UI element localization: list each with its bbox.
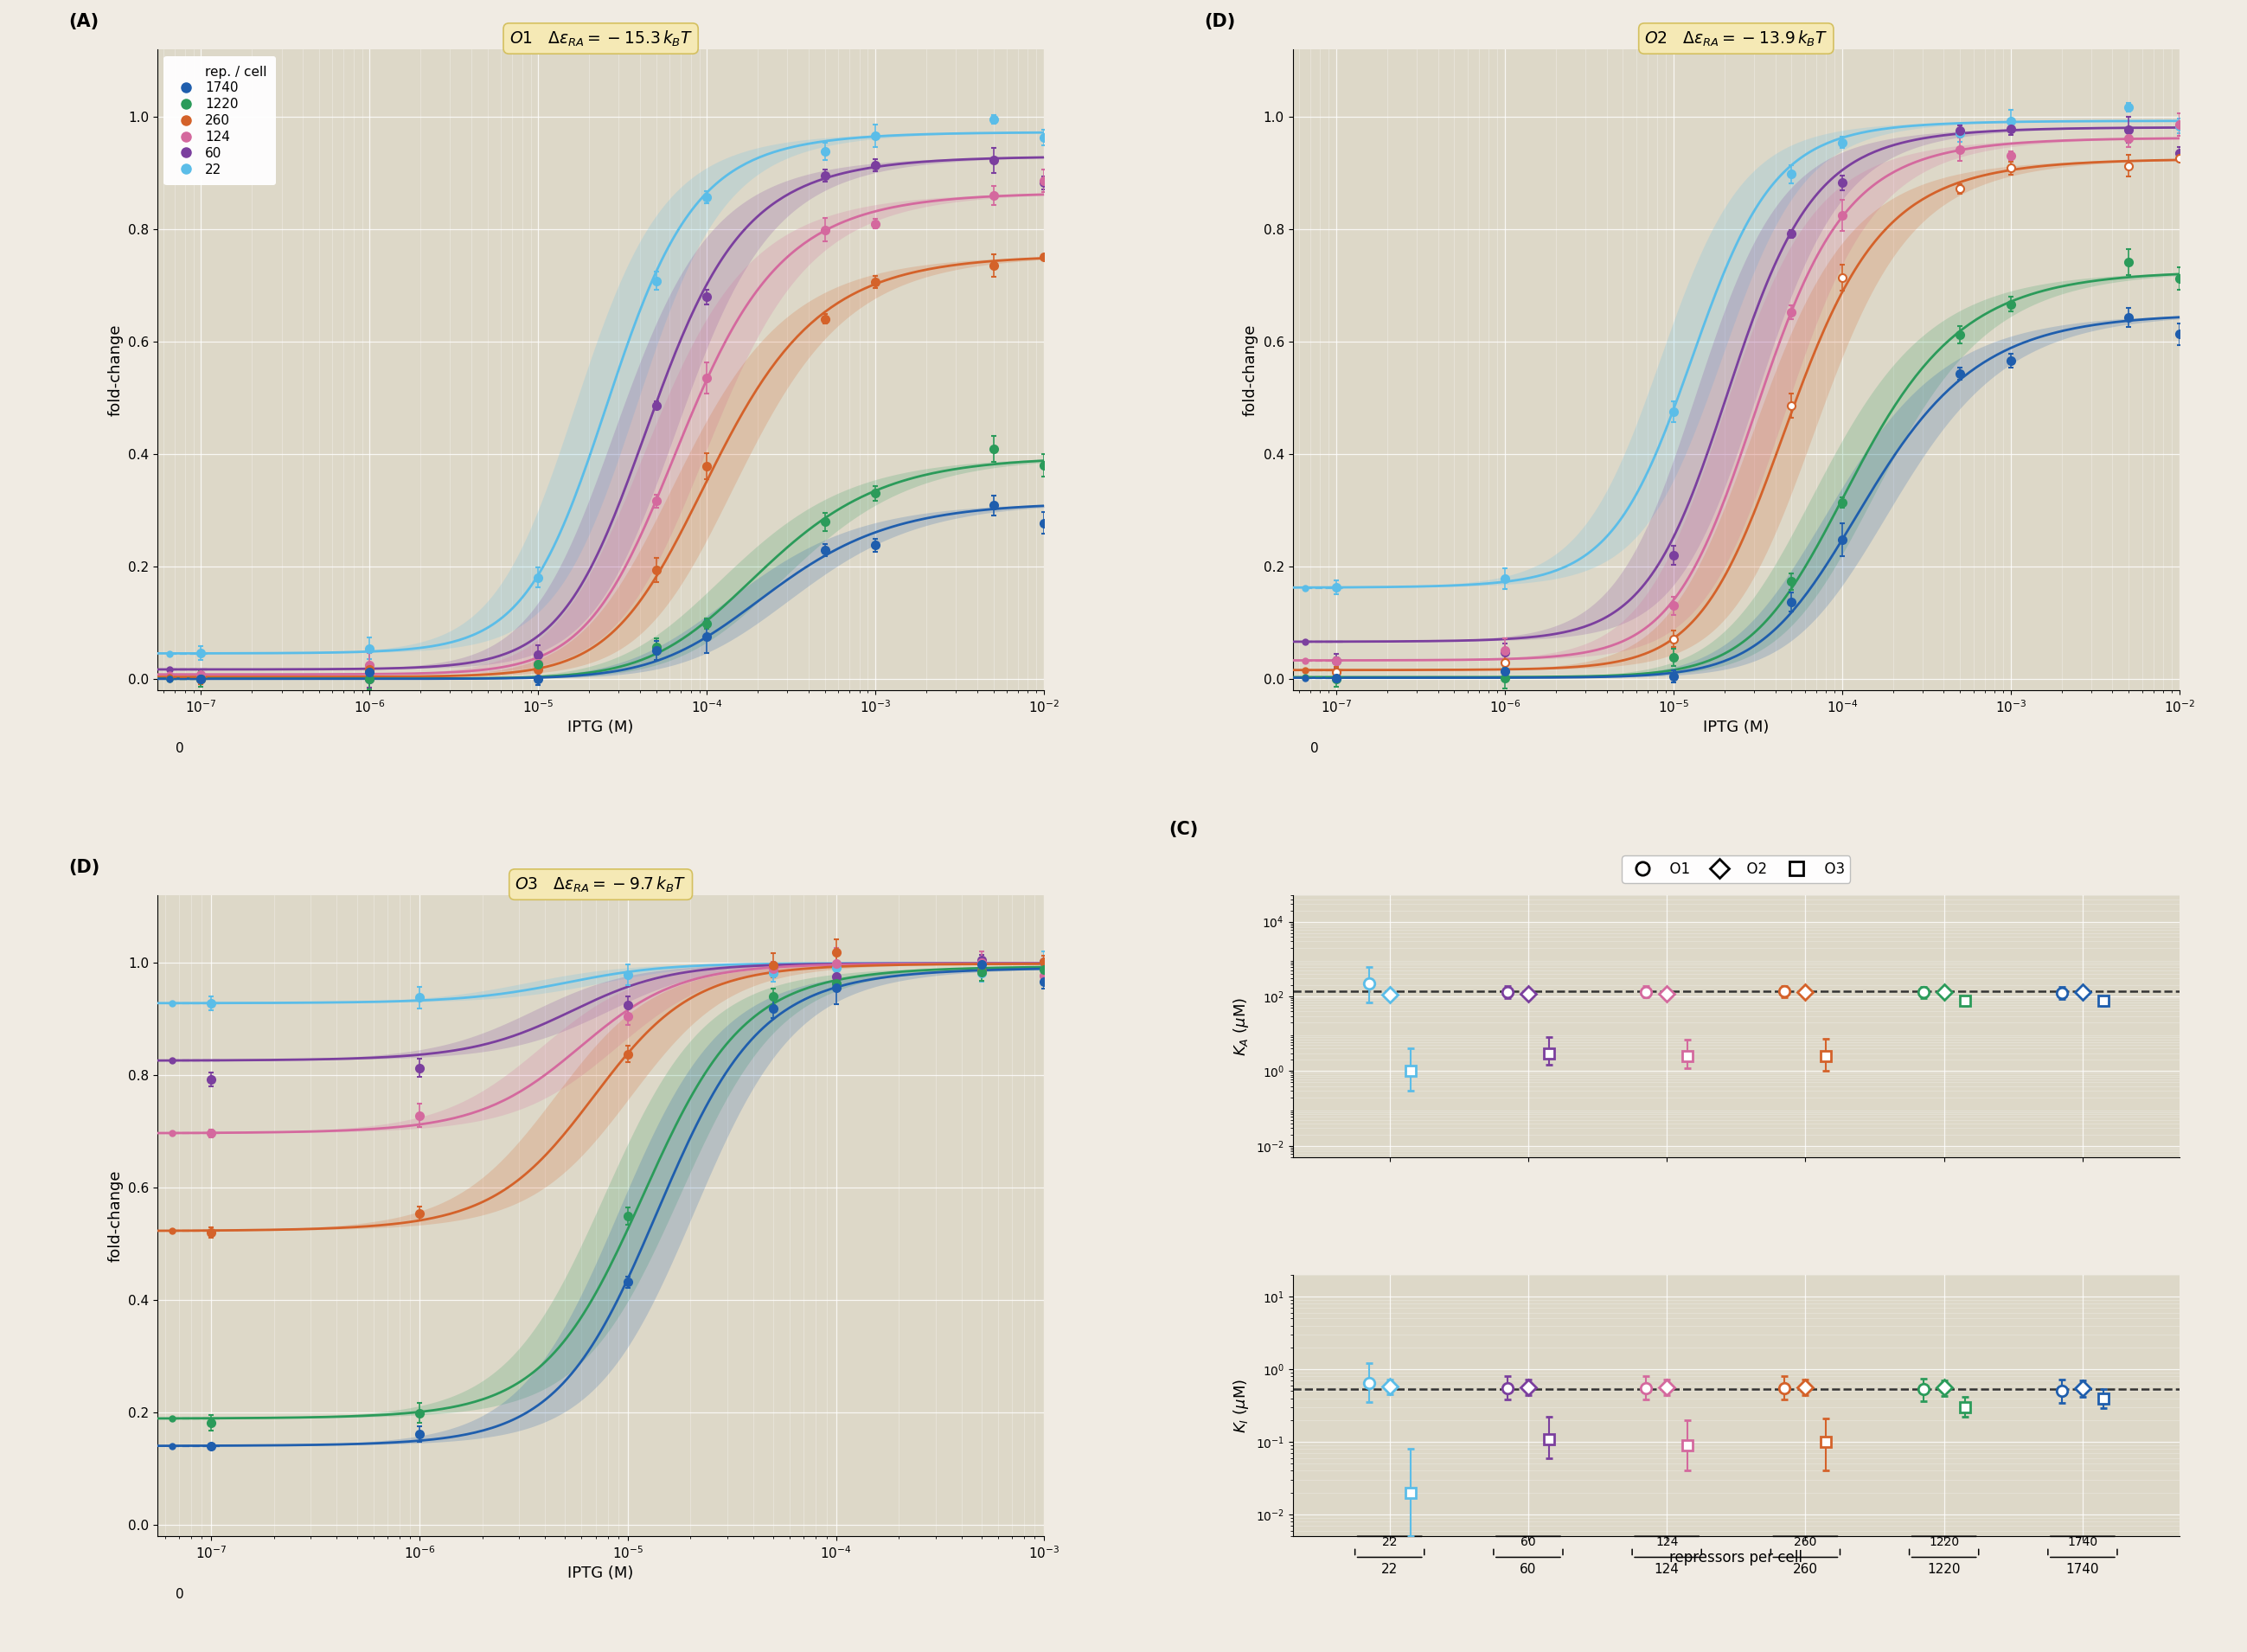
Text: (A): (A) (70, 13, 99, 30)
X-axis label: IPTG (M): IPTG (M) (568, 720, 634, 735)
Y-axis label: fold-change: fold-change (108, 1170, 124, 1262)
Text: 1220: 1220 (1928, 1536, 1959, 1548)
Title: $O3$   $\Delta\varepsilon_{RA} = -9.7\,k_BT$: $O3$ $\Delta\varepsilon_{RA} = -9.7\,k_B… (515, 876, 688, 894)
Text: 22: 22 (1382, 1536, 1398, 1548)
Y-axis label: $K_A$ ($\mu$M): $K_A$ ($\mu$M) (1231, 996, 1252, 1056)
Text: (D): (D) (70, 859, 99, 876)
Legend:   O1,   O2,   O3: O1, O2, O3 (1622, 856, 1849, 882)
Text: (D): (D) (1204, 13, 1236, 30)
Text: 260: 260 (1793, 1536, 1818, 1548)
Y-axis label: fold-change: fold-change (108, 324, 124, 416)
Text: 0: 0 (175, 742, 184, 755)
Y-axis label: $K_I$ ($\mu$M): $K_I$ ($\mu$M) (1231, 1378, 1252, 1432)
Text: 1740: 1740 (2067, 1536, 2099, 1548)
Text: 260: 260 (1793, 1563, 1818, 1576)
Text: 1220: 1220 (1928, 1563, 1962, 1576)
Text: (C): (C) (1168, 821, 1198, 838)
Y-axis label: fold-change: fold-change (1243, 324, 1258, 416)
Text: 22: 22 (1382, 1563, 1398, 1576)
Title: $O1$   $\Delta\varepsilon_{RA} = -15.3\,k_BT$: $O1$ $\Delta\varepsilon_{RA} = -15.3\,k_… (510, 28, 692, 48)
Text: 1740: 1740 (2065, 1563, 2099, 1576)
Title: $O2$   $\Delta\varepsilon_{RA} = -13.9\,k_BT$: $O2$ $\Delta\varepsilon_{RA} = -13.9\,k_… (1645, 28, 1827, 48)
X-axis label: IPTG (M): IPTG (M) (1703, 720, 1768, 735)
Text: 60: 60 (1521, 1536, 1537, 1548)
X-axis label: IPTG (M): IPTG (M) (568, 1566, 634, 1581)
Text: 0: 0 (1310, 742, 1319, 755)
Text: 60: 60 (1519, 1563, 1537, 1576)
X-axis label: repressors per cell: repressors per cell (1670, 1550, 1802, 1564)
Text: 124: 124 (1654, 1563, 1679, 1576)
Text: 0: 0 (175, 1588, 184, 1601)
Legend: rep. / cell, 1740, 1220, 260, 124, 60, 22: rep. / cell, 1740, 1220, 260, 124, 60, 2… (164, 56, 276, 185)
Text: 124: 124 (1656, 1536, 1679, 1548)
